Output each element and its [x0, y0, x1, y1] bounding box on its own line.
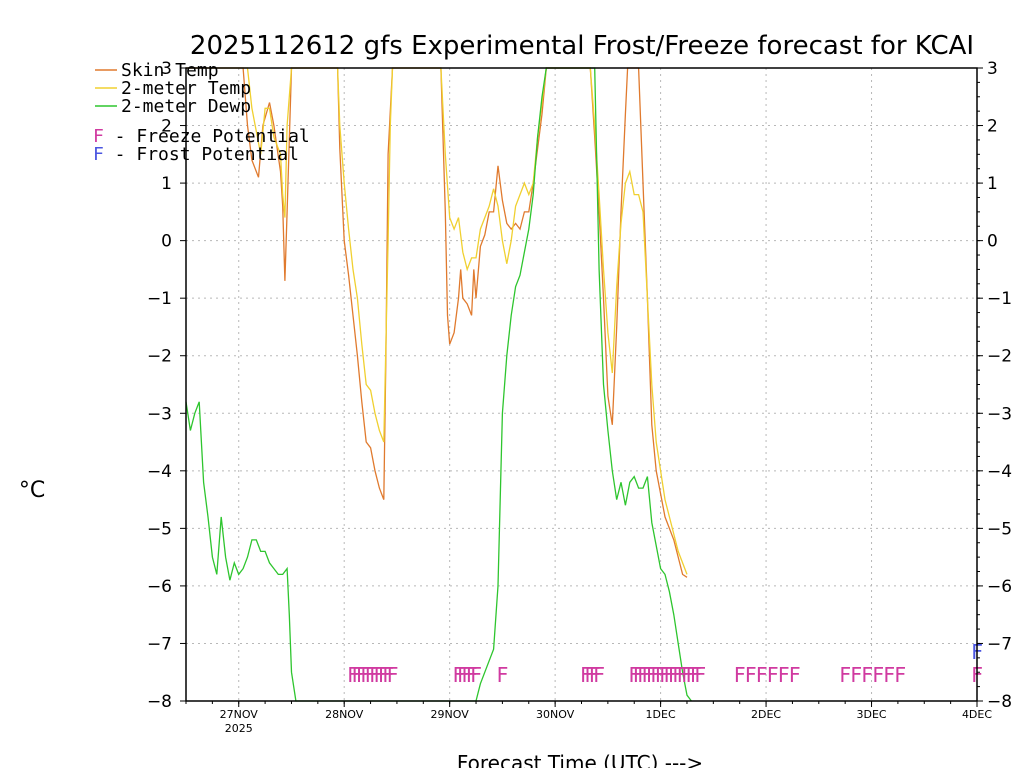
plot-frame — [185, 67, 978, 702]
freeze-marker: F — [628, 663, 640, 687]
freeze-marker: F — [839, 663, 851, 687]
freeze-marker: F — [593, 663, 605, 687]
y-tick-label: −7 — [147, 634, 172, 654]
chart-title: 2025112612 gfs Experimental Frost/Freeze… — [190, 31, 974, 61]
y-tick-label: −1 — [147, 289, 172, 309]
x-tick-label: 4DEC — [962, 708, 992, 721]
freeze-marker: F — [356, 663, 368, 687]
freeze-marker: F — [365, 663, 377, 687]
y-tick-label-right: 0 — [987, 232, 998, 252]
freeze-marker: F — [351, 663, 363, 687]
x-tick-label: 29NOV — [431, 708, 470, 721]
x-tick-label: 27NOV — [220, 708, 259, 721]
y-tick-label-right: −5 — [987, 519, 1012, 539]
y-tick-label-right: 3 — [987, 59, 998, 79]
freeze-marker: F — [580, 663, 592, 687]
freeze-marker: F — [663, 663, 675, 687]
y-tick-label: −6 — [147, 577, 172, 597]
freeze-marker: F — [745, 663, 757, 687]
grid — [186, 68, 977, 701]
y-axis-left: 3 2 1 0 −1 −2 −3 −4 −5 −6 −7 −8 — [147, 59, 186, 712]
freeze-marker: F — [659, 663, 671, 687]
y-axis-right: 3 2 1 0 −1 −2 −3 −4 −5 −6 −7 −8 — [977, 59, 1012, 712]
legend-marker-entry: F - Frost Potential — [93, 144, 299, 165]
freeze-marker: F — [633, 663, 645, 687]
y-tick-label: −8 — [147, 692, 172, 712]
freeze-marker: F — [347, 663, 359, 687]
freeze-marker: F — [650, 663, 662, 687]
freeze-marker: F — [496, 663, 508, 687]
y-tick-label: 3 — [161, 59, 172, 79]
x-tick-sublabel: 2025 — [225, 722, 253, 735]
freeze-marker: F — [668, 663, 680, 687]
freeze-marker: F — [387, 663, 399, 687]
y-tick-label: 1 — [161, 174, 172, 194]
freeze-marker: F — [466, 663, 478, 687]
freeze-marker: F — [452, 663, 464, 687]
y-tick-label-right: −8 — [987, 692, 1012, 712]
freeze-marker: F — [778, 663, 790, 687]
y-tick-label: −3 — [147, 404, 172, 424]
freeze-marker: F — [734, 663, 746, 687]
y-tick-label-right: −4 — [987, 462, 1012, 482]
freeze-marker: F — [646, 663, 658, 687]
x-tick-label: 30NOV — [536, 708, 575, 721]
freeze-marker: F — [589, 663, 601, 687]
freeze-marker: F — [470, 663, 482, 687]
freeze-marker: F — [655, 663, 667, 687]
freeze-marker: F — [894, 663, 906, 687]
freeze-marker: F — [883, 663, 895, 687]
x-tick-label: 28NOV — [325, 708, 364, 721]
freeze-marker: F — [756, 663, 768, 687]
series-line-2-meter-dewp — [185, 67, 692, 702]
freeze-marker: F — [369, 663, 381, 687]
x-axis-label: Forecast Time (UTC) ---> — [457, 751, 703, 768]
y-tick-label: 0 — [161, 232, 172, 252]
x-tick-label: 2DEC — [751, 708, 781, 721]
legend-entry: 2-meter Temp — [121, 78, 251, 99]
freeze-marker: F — [694, 663, 706, 687]
freeze-marker: F — [872, 663, 884, 687]
y-tick-label: −4 — [147, 462, 172, 482]
y-tick-label: −2 — [147, 347, 172, 367]
freeze-marker: F — [382, 663, 394, 687]
y-tick-label-right: −3 — [987, 404, 1012, 424]
legend-entry: Skin Temp — [121, 60, 219, 81]
y-tick-label-right: −1 — [987, 289, 1012, 309]
freeze-marker: F — [789, 663, 801, 687]
freeze-marker: F — [672, 663, 684, 687]
x-tick-label: 1DEC — [646, 708, 676, 721]
freeze-marker: F — [850, 663, 862, 687]
y-tick-label-right: −2 — [987, 347, 1012, 367]
freeze-marker: F — [641, 663, 653, 687]
y-tick-label: 2 — [161, 117, 172, 137]
freeze-marker: F — [457, 663, 469, 687]
y-tick-label-right: −7 — [987, 634, 1012, 654]
legend-marker-entry: F - Freeze Potential — [93, 126, 310, 147]
freeze-marker: F — [767, 663, 779, 687]
legend-entry: 2-meter Dewp — [121, 96, 251, 117]
freeze-marker: F — [681, 663, 693, 687]
y-tick-label-right: 2 — [987, 117, 998, 137]
freeze-marker: F — [637, 663, 649, 687]
freeze-marker: F — [584, 663, 596, 687]
freeze-marker: F — [461, 663, 473, 687]
x-tick-label: 3DEC — [856, 708, 886, 721]
freeze-marker: F — [360, 663, 372, 687]
freeze-marker: F — [685, 663, 697, 687]
y-axis-label: °C — [19, 478, 45, 503]
y-tick-label-right: −6 — [987, 577, 1012, 597]
freeze-marker: F — [677, 663, 689, 687]
freeze-marker: F — [378, 663, 390, 687]
y-tick-label: −5 — [147, 519, 172, 539]
y-tick-label-right: 1 — [987, 174, 998, 194]
freeze-marker: F — [373, 663, 385, 687]
freeze-marker: F — [861, 663, 873, 687]
freeze-marker: F — [690, 663, 702, 687]
